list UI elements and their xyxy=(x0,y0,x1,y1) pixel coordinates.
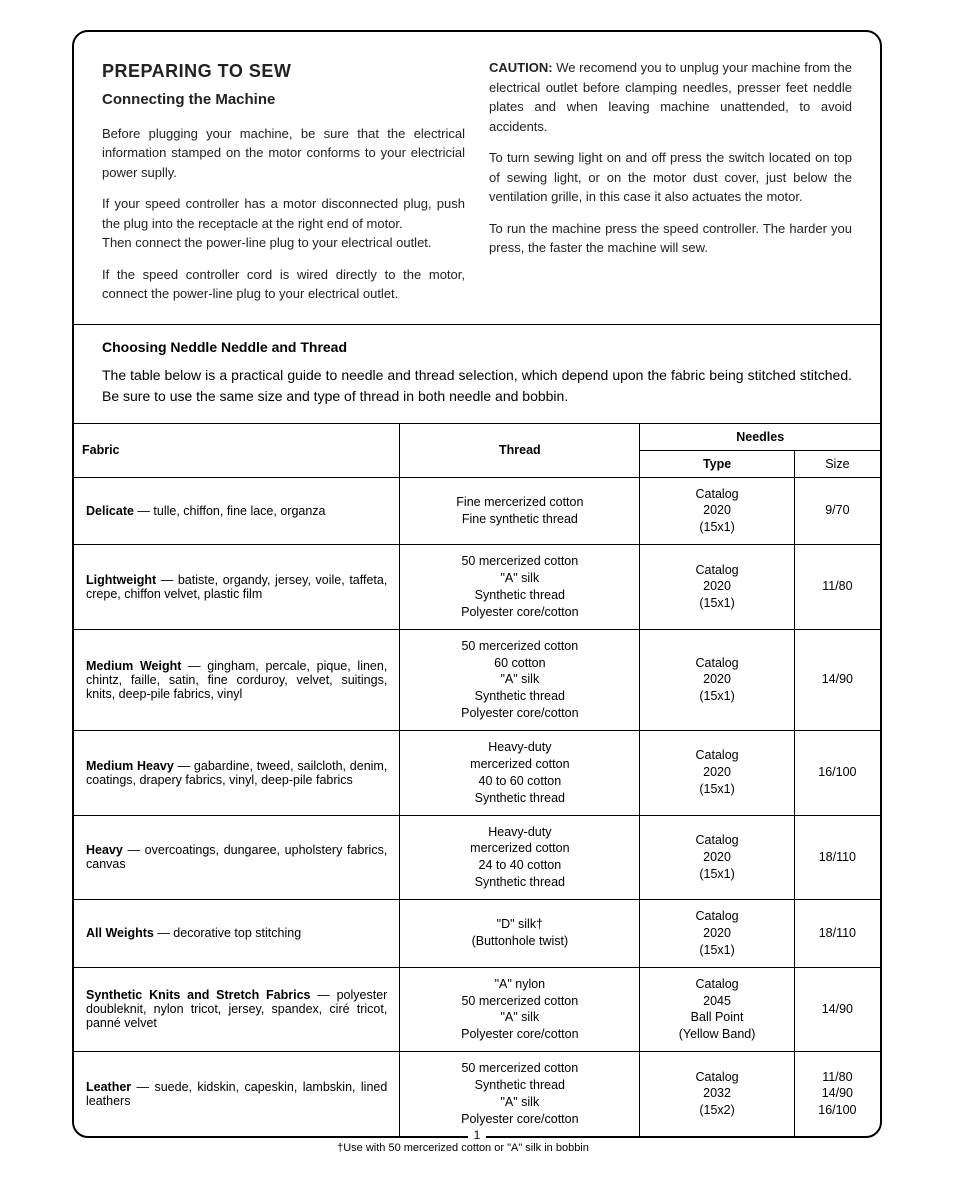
type-cell: Catalog2020(15x1) xyxy=(640,900,794,968)
size-cell: 14/90 xyxy=(794,629,880,730)
fabric-cell: Synthetic Knits and Stretch Fabrics — po… xyxy=(74,967,400,1052)
th-needles: Needles xyxy=(640,423,880,450)
para: Then connect the power-line plug to your… xyxy=(102,233,465,253)
para: If the speed controller cord is wired di… xyxy=(102,265,465,304)
right-column: CAUTION: We recomend you to unplug your … xyxy=(489,58,852,304)
fabric-cell: Delicate — tulle, chiffon, fine lace, or… xyxy=(74,477,400,545)
type-cell: Catalog2020(15x1) xyxy=(640,545,794,630)
th-size: Size xyxy=(794,450,880,477)
table-row: All Weights — decorative top stitching"D… xyxy=(74,900,880,968)
thread-cell: 50 mercerized cotton60 cotton"A" silkSyn… xyxy=(400,629,640,730)
table-row: Medium Heavy — gabardine, tweed, sailclo… xyxy=(74,731,880,816)
thread-cell: Heavy-dutymercerized cotton40 to 60 cott… xyxy=(400,731,640,816)
table-row: Lightweight — batiste, organdy, jersey, … xyxy=(74,545,880,630)
fabric-cell: Medium Weight — gingham, percale, pique,… xyxy=(74,629,400,730)
size-cell: 16/100 xyxy=(794,731,880,816)
manual-page: PREPARING TO SEW Connecting the Machine … xyxy=(72,30,882,1138)
type-cell: Catalog2020(15x1) xyxy=(640,731,794,816)
main-heading: PREPARING TO SEW xyxy=(102,58,465,85)
two-column-section: PREPARING TO SEW Connecting the Machine … xyxy=(74,32,880,324)
table-row: Delicate — tulle, chiffon, fine lace, or… xyxy=(74,477,880,545)
choosing-para: The table below is a practical guide to … xyxy=(102,365,852,407)
size-cell: 14/90 xyxy=(794,967,880,1052)
para: Before plugging your machine, be sure th… xyxy=(102,124,465,183)
size-cell: 11/80 xyxy=(794,545,880,630)
th-fabric: Fabric xyxy=(74,423,400,477)
fabric-cell: Medium Heavy — gabardine, tweed, sailclo… xyxy=(74,731,400,816)
thread-cell: "D" silk†(Buttonhole twist) xyxy=(400,900,640,968)
table-row: Synthetic Knits and Stretch Fabrics — po… xyxy=(74,967,880,1052)
type-cell: Catalog2020(15x1) xyxy=(640,477,794,545)
caution-para: CAUTION: We recomend you to unplug your … xyxy=(489,58,852,136)
size-cell: 18/110 xyxy=(794,900,880,968)
fabric-cell: All Weights — decorative top stitching xyxy=(74,900,400,968)
caution-label: CAUTION: xyxy=(489,60,553,75)
type-cell: Catalog2032(15x2) xyxy=(640,1052,794,1136)
th-type: Type xyxy=(640,450,794,477)
size-cell: 11/8014/9016/100 xyxy=(794,1052,880,1136)
th-thread: Thread xyxy=(400,423,640,477)
sub-heading: Connecting the Machine xyxy=(102,89,465,112)
choosing-heading: Choosing Neddle Neddle and Thread xyxy=(102,339,852,355)
table-row: Heavy — overcoatings, dungaree, upholste… xyxy=(74,815,880,900)
thread-cell: Heavy-dutymercerized cotton24 to 40 cott… xyxy=(400,815,640,900)
type-cell: Catalog2020(15x1) xyxy=(640,629,794,730)
type-cell: Catalog2020(15x1) xyxy=(640,815,794,900)
size-cell: 18/110 xyxy=(794,815,880,900)
thread-cell: 50 mercerized cottonSynthetic thread"A" … xyxy=(400,1052,640,1136)
thread-cell: 50 mercerized cotton"A" silkSynthetic th… xyxy=(400,545,640,630)
size-cell: 9/70 xyxy=(794,477,880,545)
fabric-cell: Heavy — overcoatings, dungaree, upholste… xyxy=(74,815,400,900)
fabric-cell: Leather — suede, kidskin, capeskin, lamb… xyxy=(74,1052,400,1136)
table-row: Medium Weight — gingham, percale, pique,… xyxy=(74,629,880,730)
needle-thread-table: Fabric Thread Needles Type Size Delicate… xyxy=(74,423,880,1136)
choosing-section: Choosing Neddle Neddle and Thread The ta… xyxy=(74,325,880,423)
para: To turn sewing light on and off press th… xyxy=(489,148,852,207)
thread-cell: "A" nylon50 mercerized cotton"A" silkPol… xyxy=(400,967,640,1052)
left-column: PREPARING TO SEW Connecting the Machine … xyxy=(102,58,465,304)
thread-cell: Fine mercerized cottonFine synthetic thr… xyxy=(400,477,640,545)
para: If your speed controller has a motor dis… xyxy=(102,194,465,233)
para: To run the machine press the speed contr… xyxy=(489,219,852,258)
table-row: Leather — suede, kidskin, capeskin, lamb… xyxy=(74,1052,880,1136)
fabric-cell: Lightweight — batiste, organdy, jersey, … xyxy=(74,545,400,630)
type-cell: Catalog2045Ball Point(Yellow Band) xyxy=(640,967,794,1052)
page-number: 1 xyxy=(468,1128,487,1142)
